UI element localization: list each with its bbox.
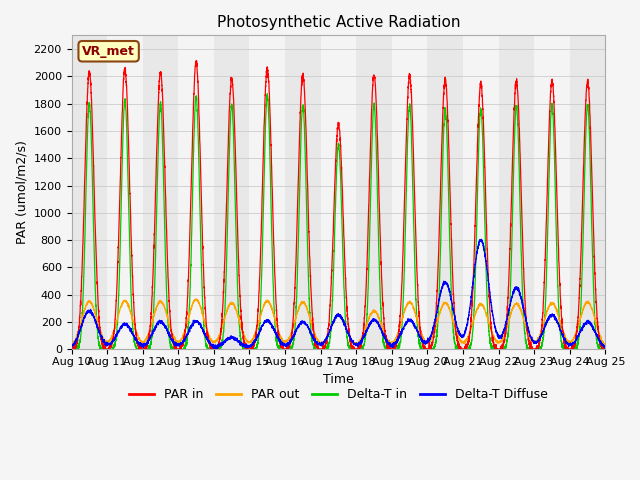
Bar	[72, 36, 107, 349]
Bar	[179, 36, 214, 349]
Bar	[534, 36, 570, 349]
Bar	[392, 36, 428, 349]
Bar	[214, 36, 250, 349]
Bar	[143, 36, 179, 349]
X-axis label: Time: Time	[323, 372, 354, 385]
Bar	[250, 36, 285, 349]
Bar	[356, 36, 392, 349]
Bar	[428, 36, 463, 349]
Text: VR_met: VR_met	[82, 45, 135, 58]
Bar	[285, 36, 321, 349]
Bar	[463, 36, 499, 349]
Title: Photosynthetic Active Radiation: Photosynthetic Active Radiation	[216, 15, 460, 30]
Y-axis label: PAR (umol/m2/s): PAR (umol/m2/s)	[15, 140, 28, 244]
Bar	[570, 36, 605, 349]
Legend: PAR in, PAR out, Delta-T in, Delta-T Diffuse: PAR in, PAR out, Delta-T in, Delta-T Dif…	[124, 383, 552, 406]
Bar	[107, 36, 143, 349]
Bar	[499, 36, 534, 349]
Bar	[321, 36, 356, 349]
